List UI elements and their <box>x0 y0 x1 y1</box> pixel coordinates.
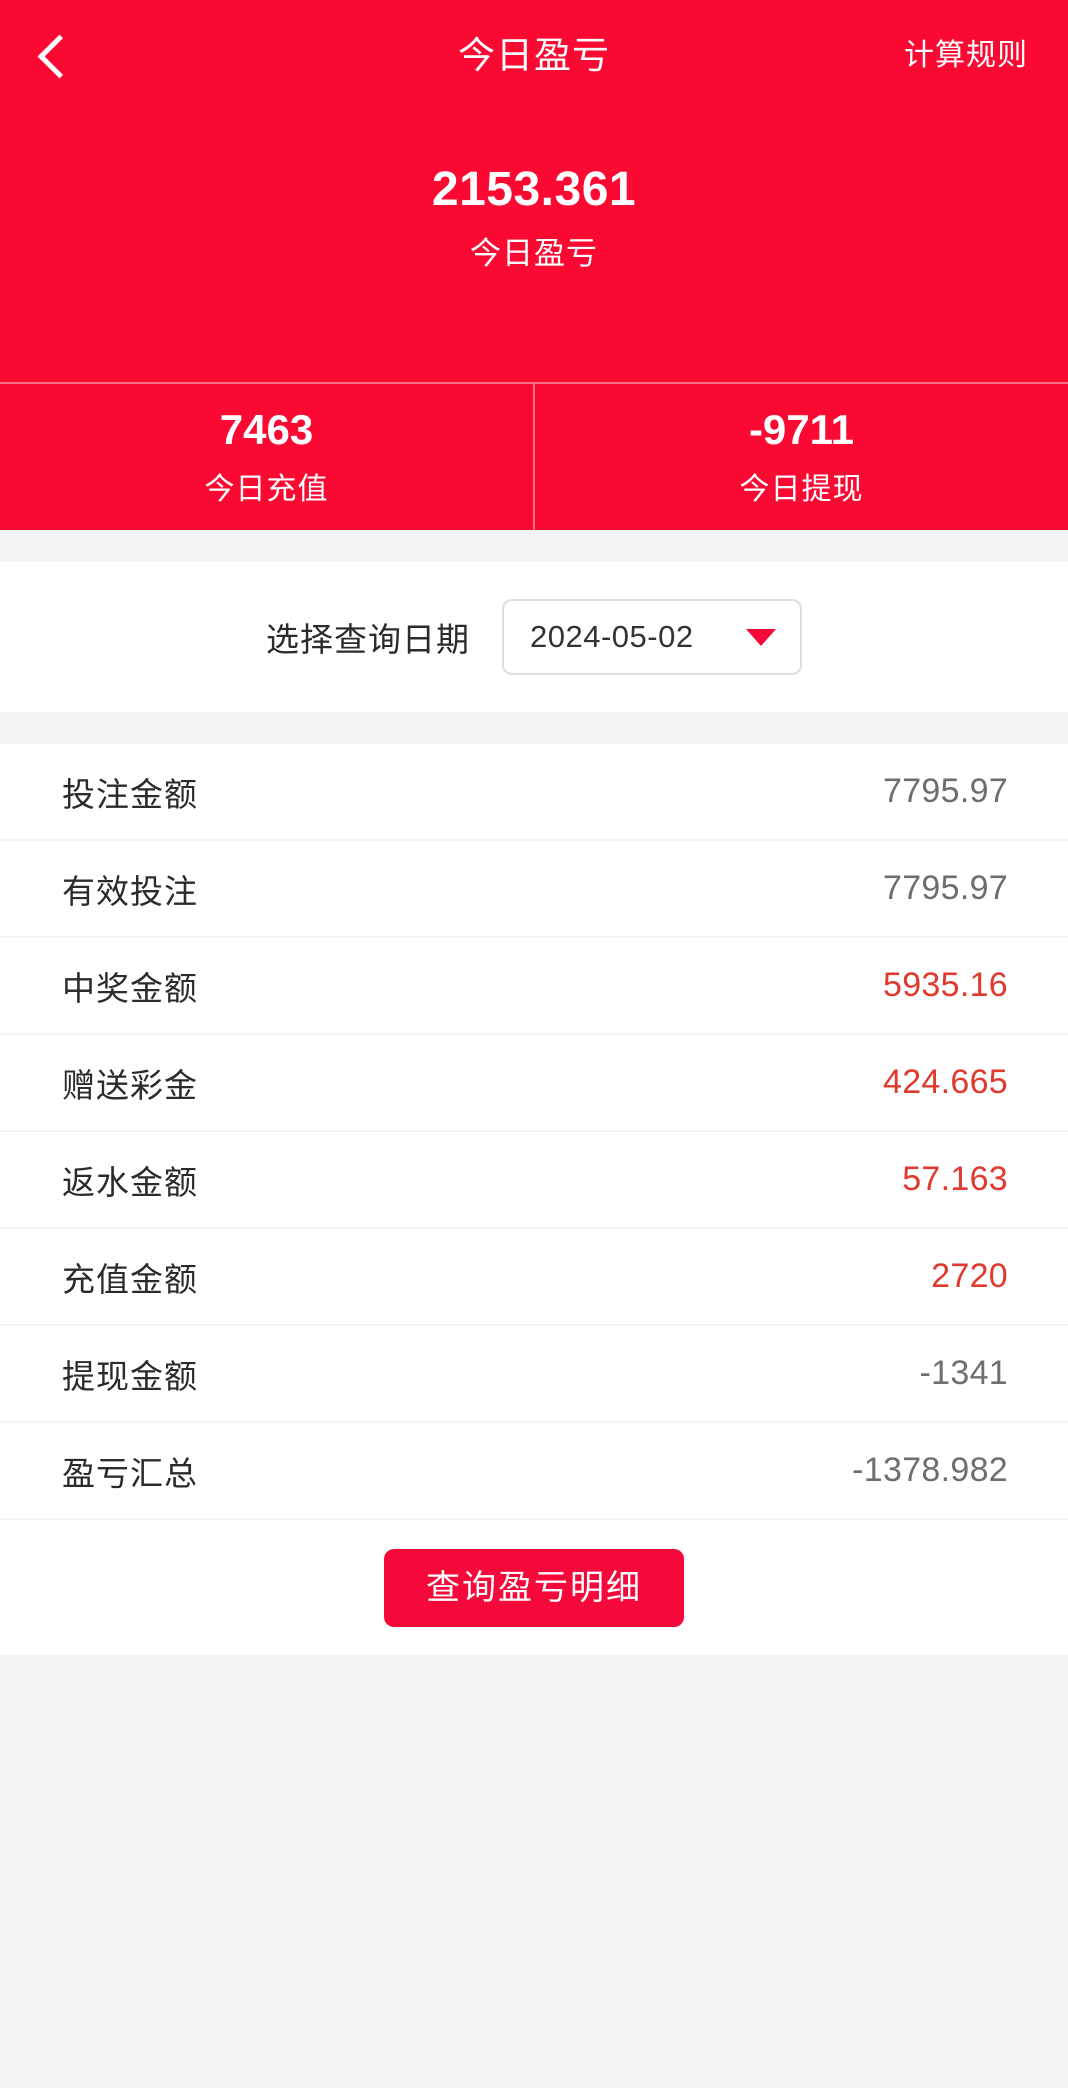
footer-action-area: 查询盈亏明细 <box>0 1520 1068 1655</box>
stat-today-deposit: 7463 今日充值 <box>0 384 533 530</box>
stat-today-withdraw-value: -9711 <box>748 405 855 453</box>
table-row: 中奖金额 5935.16 <box>0 938 1068 1035</box>
row-value: 7795.97 <box>882 772 1008 810</box>
row-value: 424.665 <box>882 1063 1008 1101</box>
stat-today-deposit-label: 今日充值 <box>204 473 329 507</box>
navigation-bar: 今日盈亏 计算规则 <box>0 0 1068 112</box>
row-value: -1378.982 <box>852 1451 1008 1489</box>
row-label: 提现金额 <box>62 1357 198 1395</box>
date-filter-card: 选择查询日期 2024-05-02 <box>0 562 1068 712</box>
page-background-filler <box>0 1655 1068 1845</box>
query-profit-details-button[interactable]: 查询盈亏明细 <box>384 1548 684 1627</box>
row-label: 返水金额 <box>62 1163 198 1201</box>
section-divider-middle <box>0 712 1068 744</box>
row-value: 5935.16 <box>882 966 1008 1004</box>
back-button[interactable] <box>0 0 110 112</box>
row-label: 投注金额 <box>62 775 198 813</box>
details-list: 投注金额 7795.97 有效投注 7795.97 中奖金额 5935.16 赠… <box>0 744 1068 1520</box>
row-value: 2720 <box>931 1257 1008 1295</box>
table-row: 盈亏汇总 -1378.982 <box>0 1423 1068 1520</box>
caret-down-icon <box>746 628 776 646</box>
table-row: 投注金额 7795.97 <box>0 744 1068 841</box>
stat-today-withdraw-label: 今日提现 <box>739 473 864 507</box>
table-row: 提现金额 -1341 <box>0 1326 1068 1423</box>
date-filter-label: 选择查询日期 <box>266 621 470 658</box>
table-row: 返水金额 57.163 <box>0 1132 1068 1229</box>
stat-today-withdraw: -9711 今日提现 <box>533 384 1068 530</box>
calculation-rules-link[interactable]: 计算规则 <box>904 39 1028 72</box>
row-label: 中奖金额 <box>62 969 198 1007</box>
hero-stats-row: 7463 今日充值 -9711 今日提现 <box>0 382 1068 530</box>
row-label: 赠送彩金 <box>62 1066 198 1104</box>
today-profit-value: 2153.361 <box>431 163 637 216</box>
row-label: 有效投注 <box>62 872 198 910</box>
today-profit-summary: 2153.361 今日盈亏 <box>0 112 1068 273</box>
date-select[interactable]: 2024-05-02 <box>502 599 802 675</box>
table-row: 充值金额 2720 <box>0 1229 1068 1326</box>
table-row: 有效投注 7795.97 <box>0 841 1068 938</box>
row-label: 充值金额 <box>62 1260 198 1298</box>
today-profit-label: 今日盈亏 <box>470 236 598 271</box>
section-divider-top <box>0 530 1068 562</box>
row-value: -1341 <box>919 1354 1008 1392</box>
table-row: 赠送彩金 424.665 <box>0 1035 1068 1132</box>
row-value: 57.163 <box>902 1160 1008 1198</box>
row-value: 7795.97 <box>882 869 1008 907</box>
chevron-left-icon <box>37 34 81 78</box>
date-select-value: 2024-05-02 <box>530 619 694 654</box>
stat-today-deposit-value: 7463 <box>219 405 314 453</box>
summary-hero: 今日盈亏 计算规则 2153.361 今日盈亏 7463 今日充值 -9711 … <box>0 0 1068 530</box>
row-label: 盈亏汇总 <box>62 1454 198 1492</box>
